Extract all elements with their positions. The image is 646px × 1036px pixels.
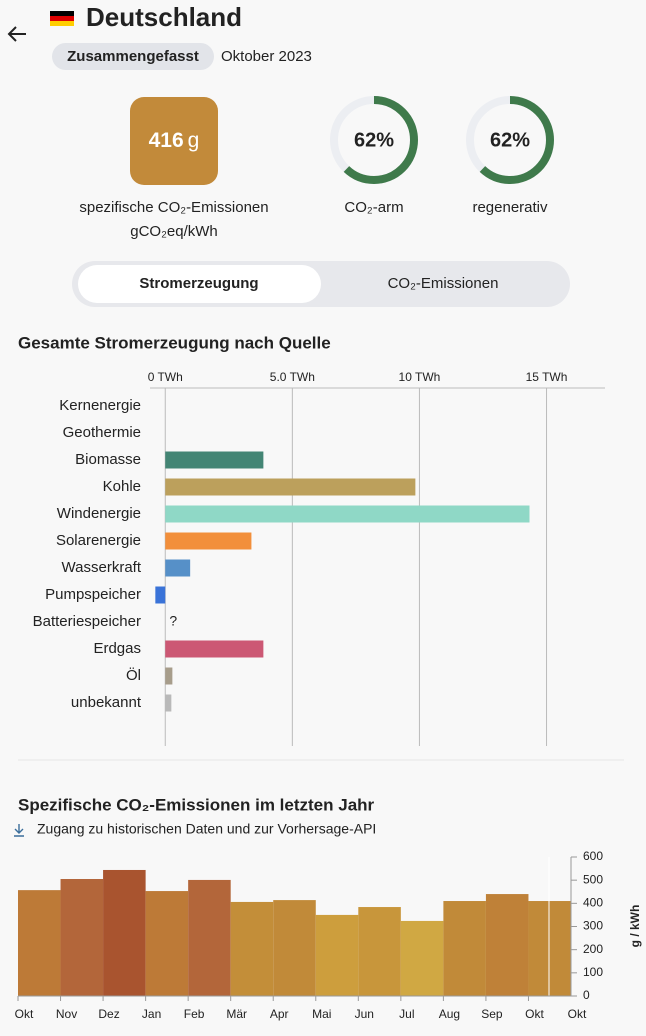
bar — [165, 640, 264, 658]
bar — [165, 667, 173, 685]
x-tick-label: 5.0 TWh — [270, 370, 315, 384]
y-tick-label: 100 — [583, 965, 603, 979]
intensity-value: 416 g — [149, 129, 200, 152]
bar — [528, 901, 571, 996]
bar — [400, 920, 444, 996]
x-tick-label: Sep — [481, 1007, 503, 1021]
unknown-label: ? — [169, 613, 177, 629]
intensity-box — [130, 97, 218, 185]
bar — [485, 894, 529, 996]
tab-active-bg — [78, 265, 321, 303]
bar — [155, 586, 166, 604]
chart-title: Spezifische CO₂-Emissionen im letzten Ja… — [18, 795, 375, 814]
y-tick-label: 0 — [583, 988, 590, 1002]
flag — [50, 11, 74, 26]
intensity-sublabel: gCO₂eq/kWh — [130, 223, 218, 240]
tag-pill — [52, 43, 214, 70]
bar — [165, 532, 252, 550]
y-tick-label: 600 — [583, 849, 603, 863]
bar — [358, 907, 401, 996]
ring-arc — [330, 96, 418, 184]
back-arrow[interactable] — [7, 26, 26, 42]
category-label: Windenergie — [57, 505, 141, 522]
period: Oktober 2023 — [221, 48, 312, 65]
download-icon — [14, 824, 24, 837]
x-tick-label: Feb — [184, 1007, 205, 1021]
category-label: unbekannt — [71, 694, 142, 711]
category-label: Erdgas — [93, 640, 141, 657]
renewable-value: 62% — [490, 129, 530, 151]
x-tick-label: 15 TWh — [526, 370, 568, 384]
category-label: Batteriespeicher — [33, 613, 141, 630]
intensity-number: 416 — [149, 129, 184, 152]
y-tick-label: 500 — [583, 872, 603, 886]
tab[interactable]: CO₂-Emissionen — [388, 275, 499, 292]
bar — [165, 451, 264, 469]
category-label: Solarenergie — [56, 532, 141, 549]
bar — [60, 879, 104, 996]
bar — [165, 478, 416, 496]
bar — [103, 869, 146, 996]
tag: Zusammengefasst — [67, 48, 199, 65]
renewable-label: regenerativ — [472, 199, 548, 216]
bar — [273, 900, 316, 996]
x-tick-label: Mai — [312, 1007, 331, 1021]
y-tick-label: 400 — [583, 896, 603, 910]
bar — [315, 914, 359, 996]
y-tick-label: 200 — [583, 942, 603, 956]
intensity-unit: g — [188, 129, 200, 152]
tab[interactable]: Stromerzeugung — [139, 275, 258, 292]
category-label: Öl — [126, 666, 141, 684]
bar — [145, 891, 189, 996]
category-label: Kohle — [103, 478, 141, 495]
x-tick-label: Apr — [270, 1007, 289, 1021]
x-tick-label: Mär — [226, 1007, 247, 1021]
bar — [165, 559, 191, 577]
x-tick-label: Okt — [525, 1007, 544, 1021]
ring-arc — [466, 96, 554, 184]
x-tick-label: 0 TWh — [148, 370, 183, 384]
category-label: Geothermie — [63, 424, 141, 441]
x-tick-label: Okt — [568, 1007, 587, 1021]
api-link[interactable]: Zugang zu historischen Daten und zur Vor… — [37, 821, 376, 837]
y-axis-label: g / kWh — [628, 905, 642, 948]
x-tick-label: Jun — [355, 1007, 374, 1021]
category-label: Pumpspeicher — [45, 586, 141, 603]
x-tick-label: Jan — [142, 1007, 161, 1021]
bar — [188, 879, 231, 996]
bar — [18, 890, 61, 996]
intensity-label: spezifische CO₂-Emissionen — [79, 199, 268, 216]
x-tick-label: Okt — [15, 1007, 34, 1021]
x-tick-label: Nov — [56, 1007, 77, 1021]
category-label: Wasserkraft — [62, 559, 142, 576]
bar — [230, 901, 274, 996]
bar — [165, 505, 530, 523]
low-carbon-value: 62% — [354, 129, 394, 151]
low-carbon-label: CO₂-arm — [344, 199, 403, 216]
category-label: Biomasse — [75, 451, 141, 468]
x-tick-label: Aug — [439, 1007, 460, 1021]
y-tick-label: 300 — [583, 919, 603, 933]
country-title: Deutschland — [86, 2, 242, 32]
chart-title: Gesamte Stromerzeugung nach Quelle — [18, 333, 331, 352]
x-tick-label: Dez — [98, 1007, 119, 1021]
category-label: Kernenergie — [59, 397, 141, 414]
x-tick-label: Jul — [399, 1007, 414, 1021]
bar — [165, 694, 172, 712]
bar — [443, 901, 486, 996]
x-tick-label: 10 TWh — [399, 370, 441, 384]
